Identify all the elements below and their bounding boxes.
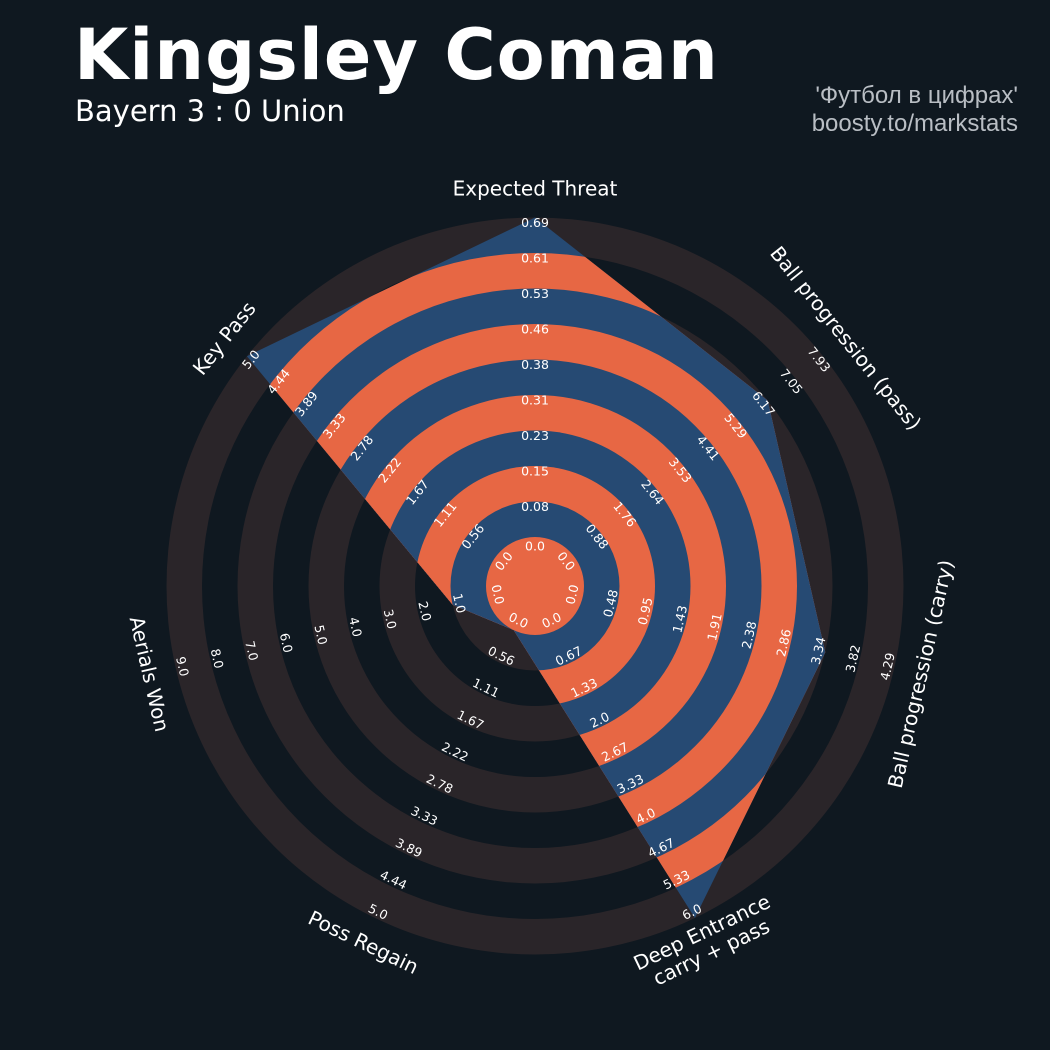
radar-tick-label: 5.0 [311,624,330,647]
radar-tick-label: 0.23 [521,428,549,443]
radar-tick-label: 2.0 [415,600,434,623]
radar-tick-label: 0.0 [525,539,545,554]
radar-tick-label: 0.46 [521,322,549,337]
chart-title: Kingsley Coman [74,14,719,96]
radar-tick-label: 3.82 [842,643,863,673]
radar-tick-label: 4.0 [346,616,365,639]
radar-tick-label: 0.69 [521,215,549,230]
radar-value-ring [486,537,584,635]
radar-tick-label: 0.95 [635,596,656,626]
radar-param-label: Expected Threat [453,176,618,200]
radar-tick-label: 3.34 [808,635,829,666]
radar-tick-label: 0.48 [600,588,621,619]
credit-line-1: 'Футбол в цифрах' [815,82,1018,109]
radar-tick-label: 0.61 [521,251,549,266]
radar-tick-label: 0.31 [521,393,549,408]
credit-block: 'Футбол в цифрах' boosty.to/markstats [812,82,1018,138]
radar-tick-label: 0.53 [521,286,549,301]
radar-tick-label: 1.0 [450,592,469,615]
radar-tick-label: 0.0 [488,583,507,606]
radar-tick-label: 2.86 [773,627,794,658]
radar-tick-label: 1.43 [669,604,690,634]
chart-subtitle: Bayern 3 : 0 Union [75,94,345,128]
radar-tick-label: 4.29 [877,651,898,682]
radar-tick-label: 0.15 [521,464,549,479]
radar-tick-label: 8.0 [208,647,227,670]
radar-tick-label: 2.38 [739,620,760,651]
radar-tick-label: 6.0 [277,631,296,654]
radar-tick-label: 9.0 [173,655,192,678]
radar-data-rings [246,217,826,918]
radar-param-label: Aerials Won [125,614,175,734]
credit-line-2: boosty.to/markstats [811,110,1018,137]
radar-tick-label: 7.0 [242,639,261,662]
radar-tick-label: 3.0 [381,608,400,631]
radar-tick-label: 1.91 [704,612,725,642]
radar-tick-label: 0.08 [521,499,549,514]
radar-tick-label: 0.38 [521,357,549,372]
radar-tick-label: 0.0 [562,583,581,606]
